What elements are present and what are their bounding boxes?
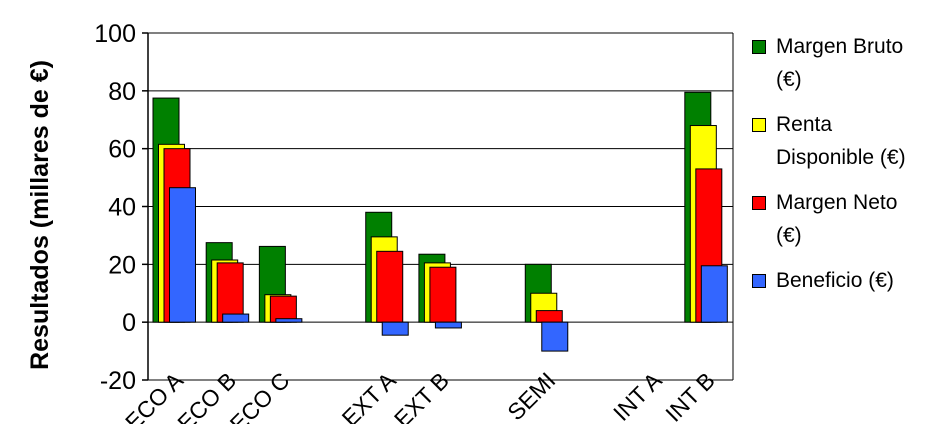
legend-item: Beneficio (€) <box>748 264 928 297</box>
legend-label: Renta Disponible (€) <box>776 113 906 169</box>
bar <box>222 313 250 323</box>
y-tick-labels: -20 0 20 40 60 80 100 <box>94 20 136 395</box>
legend-item: Renta Disponible (€) <box>748 108 928 174</box>
bar <box>269 295 297 323</box>
y-tick-label: 60 <box>108 136 136 164</box>
x-tick-label: EXT B <box>389 367 454 424</box>
y-tick-label: 20 <box>108 251 136 279</box>
bar <box>700 265 728 323</box>
y-tick-label: 80 <box>108 78 136 106</box>
x-tick-label: INT A <box>608 367 667 424</box>
x-tick-label: SEMI <box>502 367 560 424</box>
legend-swatch <box>752 196 766 210</box>
bar <box>381 321 409 336</box>
bar <box>216 262 244 323</box>
bar <box>535 310 563 323</box>
legend-label: Beneficio (€) <box>776 269 894 292</box>
y-axis-label: Resultados (millares de €) <box>26 60 54 370</box>
bar <box>275 318 303 323</box>
x-tick-label: ECO C <box>225 367 295 424</box>
y-tick-label: 0 <box>122 309 136 337</box>
y-tick-label: 100 <box>94 20 136 48</box>
x-tick-label: INT B <box>660 367 720 424</box>
bar <box>541 321 569 352</box>
y-tick-label: -20 <box>100 367 136 395</box>
bar <box>376 250 404 323</box>
legend-item: Margen Neto (€) <box>748 186 928 252</box>
legend-item: Margen Bruto (€) <box>748 30 928 96</box>
legend-swatch <box>752 118 766 132</box>
bar <box>169 187 196 323</box>
legend-label: Margen Bruto (€) <box>776 35 904 91</box>
legend-swatch <box>752 40 766 54</box>
legend: Margen Bruto (€) Renta Disponible (€) Marg… <box>748 30 928 309</box>
y-tick-label: 40 <box>108 194 136 222</box>
legend-label: Margen Neto (€) <box>776 191 898 247</box>
legend-swatch <box>752 274 766 288</box>
bar <box>429 266 457 323</box>
bar <box>434 321 462 329</box>
gridlines <box>148 32 733 323</box>
axes <box>142 32 734 381</box>
bars <box>152 91 728 352</box>
